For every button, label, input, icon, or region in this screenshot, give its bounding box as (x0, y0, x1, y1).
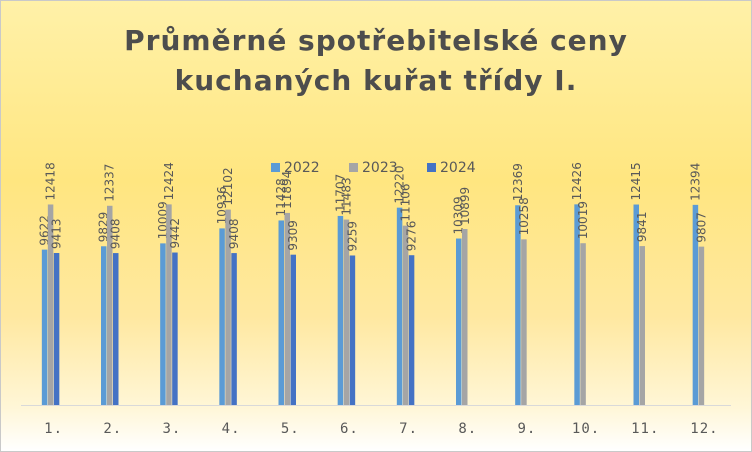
data-label-2022-11: 12415 (629, 162, 643, 200)
data-label-2023-7: 11106 (399, 183, 413, 221)
bar-2022-2 (101, 246, 107, 405)
data-label-2023-3: 12424 (162, 162, 176, 200)
bar-2022-12 (692, 204, 699, 405)
bar-2022-7 (396, 207, 403, 405)
data-label-2024-6: 9259 (345, 221, 359, 252)
data-label-2023-1: 12418 (44, 162, 58, 200)
data-label-2023-9: 10258 (517, 197, 531, 235)
x-tick-label-2: 2. (103, 421, 122, 437)
bar-2022-5 (278, 220, 284, 405)
legend-label-2024: 2024 (440, 160, 476, 176)
bar-2023-2 (107, 205, 113, 405)
data-label-2024-5: 9309 (286, 220, 300, 251)
chart-title-line-1: Průměrné spotřebitelské ceny (124, 24, 628, 57)
data-label-2022-12: 12394 (688, 163, 702, 201)
bar-2023-12 (698, 246, 705, 405)
bar-2024-4 (231, 253, 237, 405)
bar-2022-9 (515, 205, 521, 405)
data-label-2022-10: 12426 (570, 162, 584, 200)
bar-2022-6 (337, 215, 344, 405)
bar-2023-7 (402, 225, 409, 405)
x-tick-label-4: 4. (222, 421, 241, 437)
x-tick-label-12: 12. (690, 421, 718, 437)
x-tick-label-1: 1. (44, 421, 63, 437)
legend-swatch-2022 (271, 163, 280, 172)
data-label-2023-4: 12102 (221, 167, 235, 205)
legend-label-2023: 2023 (362, 160, 398, 176)
bar-2024-5 (290, 254, 296, 405)
data-label-2022-6: 11707 (333, 174, 347, 212)
bar-2023-8 (462, 229, 468, 405)
bar-2022-3 (160, 243, 166, 405)
data-label-2024-3: 9442 (168, 218, 182, 249)
data-label-2022-7: 12220 (393, 165, 407, 203)
data-label-2023-2: 12337 (103, 164, 117, 202)
bar-2024-1 (53, 253, 60, 405)
bar-2022-11 (633, 204, 639, 405)
bar-2024-7 (408, 255, 415, 405)
bar-2023-1 (47, 204, 54, 405)
bar-2023-4 (225, 209, 231, 405)
x-tick-label-9: 9. (517, 421, 536, 437)
data-label-2024-2: 9408 (109, 219, 123, 250)
bar-2024-2 (113, 253, 119, 405)
data-label-2022-9: 12369 (511, 163, 525, 201)
data-label-2023-6: 11483 (339, 177, 353, 215)
legend-swatch-2023 (349, 163, 358, 172)
x-tick-label-3: 3. (162, 421, 181, 437)
data-label-2023-5: 11894 (280, 171, 294, 209)
legend-label-2022: 2022 (284, 160, 320, 176)
x-tick-label-11: 11. (631, 421, 659, 437)
x-tick-label-8: 8. (458, 421, 477, 437)
bar-2023-11 (639, 246, 645, 405)
bar-2023-9 (521, 239, 527, 405)
bar-2023-3 (166, 204, 172, 405)
bar-2022-8 (456, 238, 462, 405)
x-tick-label-5: 5. (281, 421, 300, 437)
legend-swatch-2024 (427, 163, 436, 172)
chart-title: Průměrné spotřebitelské ceny kuchaných k… (1, 21, 751, 101)
x-tick-label-10: 10. (572, 421, 600, 437)
bar-2024-6 (349, 255, 356, 405)
data-label-2024-4: 9408 (227, 219, 241, 250)
x-tick-label-7: 7. (399, 421, 418, 437)
x-tick-label-6: 6. (340, 421, 359, 437)
data-label-2023-10: 10019 (576, 201, 590, 239)
bar-2023-5 (284, 212, 290, 405)
bar-2022-1 (41, 249, 48, 405)
bar-2023-10 (580, 243, 586, 405)
data-label-2022-5: 11428 (274, 178, 288, 216)
bar-2024-3 (172, 252, 178, 405)
bar-2023-6 (343, 219, 350, 405)
data-label-2024-1: 9413 (50, 218, 64, 249)
data-label-2023-12: 9807 (694, 212, 708, 243)
bar-2022-4 (219, 228, 225, 405)
chart-title-line-2: kuchaných kuřat třídy I. (174, 64, 578, 97)
bar-2022-10 (574, 204, 580, 405)
data-label-2023-11: 9841 (635, 212, 649, 243)
data-label-2023-8: 10899 (458, 187, 472, 225)
data-label-2022-8: 10309 (452, 196, 466, 234)
data-label-2024-7: 9276 (405, 221, 419, 252)
